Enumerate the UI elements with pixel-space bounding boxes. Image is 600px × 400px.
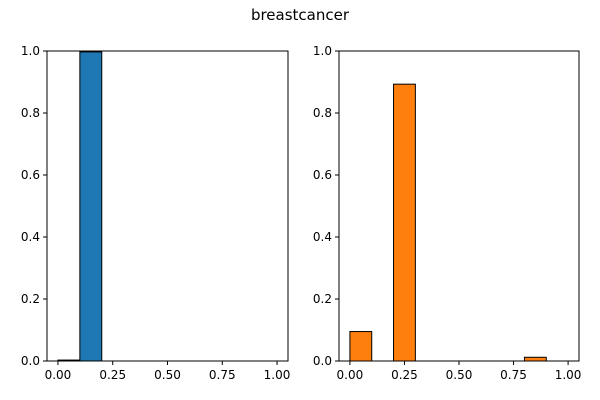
- histogram-bar: [523, 356, 547, 362]
- y-tick-label: 0.4: [313, 230, 332, 244]
- x-tick-label: 1.00: [555, 368, 582, 382]
- histogram-bar: [79, 51, 103, 362]
- y-tick-label: 0.6: [21, 168, 40, 182]
- y-tick-label: 0.8: [313, 106, 332, 120]
- x-tick-label: 0.25: [391, 368, 418, 382]
- y-tick-label: 0.2: [21, 292, 40, 306]
- histogram-panel-2: 0.00 0.25 0.50 0.75 1.00 0.0 0.2 0.4 0.6 0.8 1.0: [313, 44, 582, 382]
- histogram-bar: [349, 331, 373, 362]
- x-tick-label: 0.25: [99, 368, 126, 382]
- y-tick-label: 0.6: [313, 168, 332, 182]
- y-tick-label: 0.0: [21, 354, 40, 368]
- x-tick-label: 1.00: [264, 368, 291, 382]
- x-tick-label: 0.00: [45, 368, 72, 382]
- y-tick-label: 0.2: [313, 292, 332, 306]
- y-tick-label: 1.0: [313, 44, 332, 58]
- axes-frame: [338, 50, 580, 362]
- x-tick-label: 0.50: [446, 368, 473, 382]
- x-tick-label: 0.75: [209, 368, 236, 382]
- x-tick-label: 0.00: [337, 368, 364, 382]
- x-tick-label: 0.75: [500, 368, 527, 382]
- y-tick-label: 0.8: [21, 106, 40, 120]
- figure-title: breastcancer: [251, 6, 350, 24]
- histogram-panel-1: 0.00 0.25 0.50 0.75 1.00 0.0 0.2 0.4 0.6 0.8 1.0: [21, 44, 290, 382]
- y-tick-label: 1.0: [21, 44, 40, 58]
- y-tick-label: 0.0: [313, 354, 332, 368]
- histogram-bar: [393, 83, 416, 362]
- x-tick-label: 0.50: [154, 368, 181, 382]
- y-tick-label: 0.4: [21, 230, 40, 244]
- panels: 0.00 0.25 0.50 0.75 1.000.00.20.40.60.81.00.…: [21, 44, 582, 382]
